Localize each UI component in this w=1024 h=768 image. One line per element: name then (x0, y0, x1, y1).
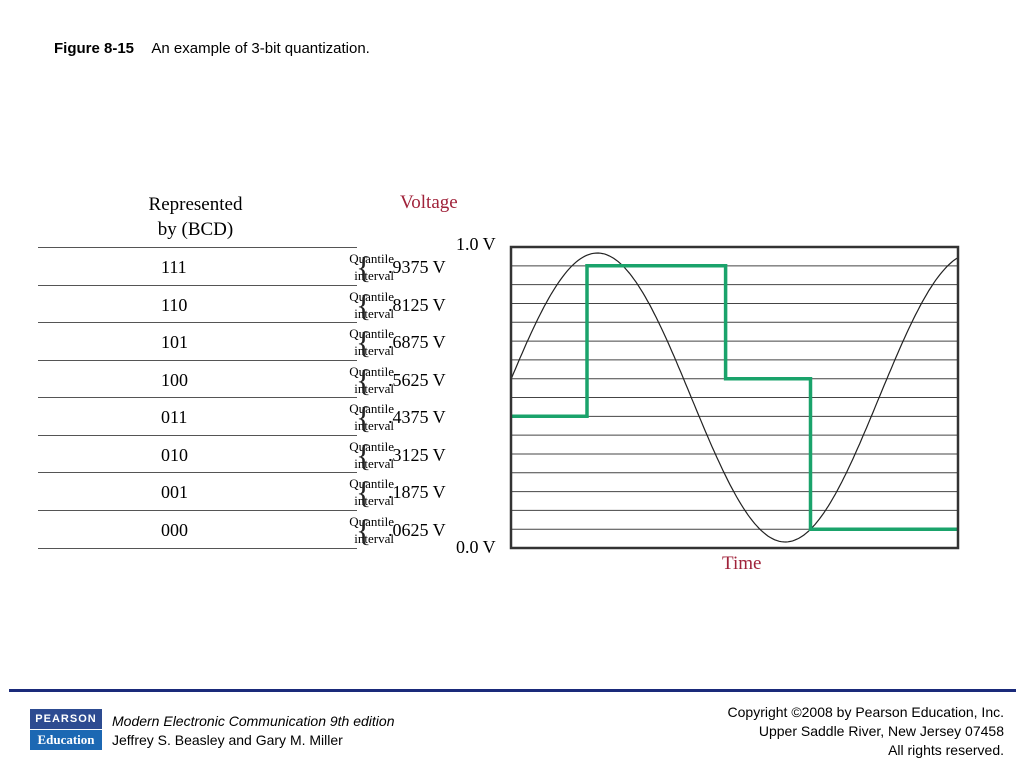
interval-word: interval (354, 268, 394, 283)
bcd-code: 110 (161, 295, 188, 315)
axis-bottom-label: 0.0 V (456, 537, 496, 557)
table-rule (38, 435, 357, 436)
copyright-line: Copyright ©2008 by Pearson Education, In… (727, 704, 1004, 720)
logo-top-text: PEARSON (30, 709, 102, 729)
table-rule (38, 247, 357, 248)
figure-title: Figure 8-15 An example of 3-bit quantiza… (54, 40, 370, 57)
represented-header-line2: by (BCD) (157, 219, 234, 240)
bcd-code: 010 (161, 445, 188, 465)
quantile-interval-label: Quantile interval (296, 475, 394, 509)
brace-icon: { (356, 362, 372, 398)
level-row: 100 Quantile interval { .5625 V (38, 362, 468, 400)
interval-word: interval (354, 456, 394, 471)
level-row: 110 Quantile interval { .8125 V (38, 287, 468, 325)
interval-word: interval (354, 381, 394, 396)
quantile-word: Quantile (349, 289, 394, 304)
quantile-word: Quantile (349, 364, 394, 379)
voltage-header: Voltage (400, 192, 458, 213)
level-row: 000 Quantile interval { .0625 V (38, 512, 468, 550)
represented-header: Represented by (BCD) (118, 192, 273, 242)
quantile-interval-label: Quantile interval (296, 438, 394, 472)
interval-word: interval (354, 418, 394, 433)
quantile-interval-label: Quantile interval (296, 363, 394, 397)
bcd-code: 101 (161, 332, 188, 352)
bcd-code: 001 (161, 482, 188, 502)
figure-label: Figure 8-15 (54, 40, 135, 57)
book-authors: Jeffrey S. Beasley and Gary M. Miller (112, 732, 343, 748)
level-row: 001 Quantile interval { .1875 V (38, 474, 468, 512)
interval-word: interval (354, 306, 394, 321)
table-rule (38, 472, 357, 473)
logo-bottom-text: Education (30, 730, 102, 750)
interval-word: interval (354, 531, 394, 546)
brace-icon: { (356, 399, 372, 435)
level-voltage: .6875 V (388, 332, 446, 352)
brace-icon: { (356, 437, 372, 473)
quantile-word: Quantile (349, 476, 394, 491)
quantile-word: Quantile (349, 401, 394, 416)
pearson-logo: PEARSON Education (30, 709, 102, 750)
level-voltage: .3125 V (388, 445, 446, 465)
brace-icon: { (356, 249, 372, 285)
axis-top-label: 1.0 V (456, 234, 496, 254)
book-info: Modern Electronic Communication 9th edit… (112, 712, 394, 750)
quantile-interval-label: Quantile interval (296, 288, 394, 322)
quantile-interval-label: Quantile interval (296, 325, 394, 359)
interval-word: interval (354, 343, 394, 358)
table-rule (38, 397, 357, 398)
quantile-word: Quantile (349, 251, 394, 266)
bcd-code: 100 (161, 370, 188, 390)
brace-icon: { (356, 287, 372, 323)
table-rule (38, 360, 357, 361)
quantile-word: Quantile (349, 439, 394, 454)
quantile-interval-label: Quantile interval (296, 400, 394, 434)
copyright-rights: All rights reserved. (888, 742, 1004, 758)
level-row: 010 Quantile interval { .3125 V (38, 437, 468, 475)
table-rule (38, 322, 357, 323)
level-voltage: .5625 V (388, 370, 446, 390)
level-row: 011 Quantile interval { .4375 V (38, 399, 468, 437)
bcd-code: 111 (161, 257, 187, 277)
plot-grid (511, 265, 958, 530)
quantile-interval-label: Quantile interval (296, 513, 394, 547)
table-rule (38, 285, 357, 286)
footer-divider (9, 689, 1016, 692)
level-voltage: .8125 V (388, 295, 446, 315)
quantile-interval-label: Quantile interval (296, 250, 394, 284)
bcd-code: 000 (161, 520, 188, 540)
table-rule (38, 510, 357, 511)
brace-icon: { (356, 474, 372, 510)
table-rule (38, 548, 357, 549)
book-title: Modern Electronic Communication 9th edit… (112, 713, 395, 729)
level-voltage: .1875 V (388, 482, 446, 502)
time-axis-label: Time (722, 553, 762, 574)
analog-signal-curve (510, 252, 959, 543)
interval-word: interval (354, 493, 394, 508)
represented-header-line1: Represented (148, 194, 243, 215)
level-row: 101 Quantile interval { .6875 V (38, 324, 468, 362)
level-voltage: .9375 V (388, 257, 446, 277)
quantized-signal-step (511, 264, 958, 531)
copyright-block: Copyright ©2008 by Pearson Education, In… (728, 703, 1004, 760)
brace-icon: { (356, 512, 372, 548)
plot-frame (509, 245, 960, 550)
level-voltage: .4375 V (388, 407, 446, 427)
level-voltage: .0625 V (388, 520, 446, 540)
brace-icon: { (356, 324, 372, 360)
copyright-address: Upper Saddle River, New Jersey 07458 (758, 723, 1004, 739)
figure-caption: An example of 3-bit quantization. (151, 40, 370, 57)
quantile-word: Quantile (349, 514, 394, 529)
bcd-code: 011 (161, 407, 188, 427)
quantile-word: Quantile (349, 326, 394, 341)
level-row: 111 Quantile interval { .9375 V (38, 249, 468, 287)
